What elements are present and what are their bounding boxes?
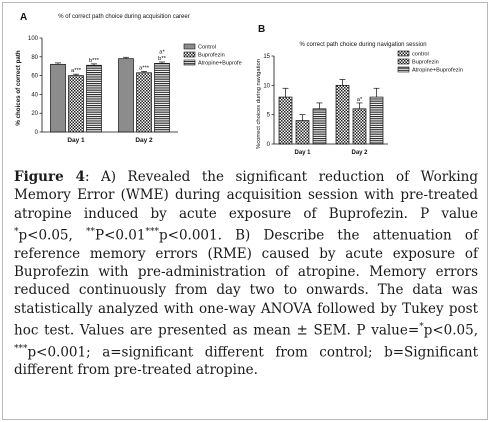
caption-text: p<0.001; a=significant different from co… bbox=[14, 344, 478, 379]
caption-text: p<0.05, bbox=[18, 227, 87, 244]
caption-text: p<0.001. B) Describe the attenuation of … bbox=[14, 227, 478, 339]
data-label: a* bbox=[357, 97, 363, 103]
legend-entry: Control bbox=[198, 45, 216, 51]
caption-sup: * bbox=[419, 321, 424, 332]
legend-swatch bbox=[183, 51, 196, 58]
caption-text: p<0.05, bbox=[423, 322, 478, 339]
caption-sup: *** bbox=[145, 226, 160, 237]
x-tick-label: Day 1 bbox=[67, 137, 85, 144]
y-tick-label: 15 bbox=[263, 54, 270, 60]
legend-entry: control bbox=[412, 52, 429, 58]
chart-title: % correct path choice during navigation … bbox=[299, 42, 426, 48]
legend-entry: Buprofezin bbox=[198, 53, 225, 59]
x-tick-label: Day 2 bbox=[351, 150, 368, 156]
data-label: b*** bbox=[89, 58, 100, 64]
legend: control Buprofezin Atropine+Buprofezin bbox=[397, 50, 463, 74]
y-tick-label: 10 bbox=[263, 83, 270, 89]
y-tick-label: 20 bbox=[31, 111, 38, 117]
y-tick-label: 60 bbox=[31, 74, 38, 80]
caption-sup: *** bbox=[14, 343, 28, 354]
bar bbox=[154, 63, 170, 133]
chart-b: B % correct path choice during navigatio… bbox=[256, 24, 463, 156]
caption-sup: * bbox=[14, 226, 19, 237]
figure-caption: Figure 4: A) Revealed the significant re… bbox=[14, 168, 478, 380]
bars: a* bbox=[278, 79, 384, 145]
legend-entry: Atropine+Buprofezin bbox=[412, 68, 463, 74]
x-tick-label: Day 1 bbox=[294, 150, 311, 156]
axes: 0 5 10 15 Day 1 Day 2 bbox=[263, 54, 388, 156]
y-tick-label: 40 bbox=[31, 92, 38, 98]
y-axis-label: % choices of correct path bbox=[15, 50, 22, 126]
y-tick-label: 80 bbox=[31, 55, 38, 61]
y-tick-label: 0 bbox=[35, 130, 39, 136]
legend-entry: Atropine+Buprofezin bbox=[198, 61, 242, 67]
data-label: b** bbox=[158, 56, 166, 62]
chart-title: % of correct path choice during acquisit… bbox=[58, 14, 189, 20]
data-label: a* bbox=[159, 49, 165, 55]
panel-label: A bbox=[20, 12, 27, 23]
caption-text: P<0.01 bbox=[95, 227, 146, 244]
panel-label: B bbox=[258, 24, 265, 35]
bar bbox=[295, 120, 310, 145]
bar bbox=[50, 63, 66, 133]
bar bbox=[86, 64, 102, 133]
y-axis-label: %correct choices during navigation bbox=[256, 59, 262, 149]
bar bbox=[312, 108, 327, 145]
caption-sup: ** bbox=[86, 226, 96, 237]
bar bbox=[352, 108, 367, 145]
legend-swatch bbox=[397, 50, 410, 57]
legend-entry: Buprofezin bbox=[412, 60, 439, 66]
legend-swatch bbox=[397, 58, 410, 65]
legend-swatch bbox=[397, 66, 410, 73]
caption-label: Figure 4 bbox=[14, 169, 85, 185]
x-tick-label: Day 2 bbox=[135, 137, 153, 144]
legend-swatch bbox=[183, 43, 196, 50]
y-tick-label: 0 bbox=[267, 142, 271, 148]
caption-text: : A) Revealed the significant reduction … bbox=[14, 169, 478, 222]
y-tick-label: 5 bbox=[267, 113, 271, 119]
bars: a*** b*** a*** a*b** bbox=[50, 49, 170, 133]
bar bbox=[136, 72, 152, 133]
chart-a: A % of correct path choice during acquis… bbox=[15, 12, 242, 144]
legend: Control Buprofezin Atropine+Buprofezin bbox=[183, 43, 242, 67]
data-label: a*** bbox=[139, 65, 150, 71]
bar bbox=[369, 96, 384, 145]
data-label: a*** bbox=[71, 68, 82, 74]
bar bbox=[278, 96, 293, 145]
bar bbox=[335, 84, 350, 145]
y-tick-label: 100 bbox=[28, 36, 39, 42]
bar bbox=[118, 58, 134, 133]
legend-swatch bbox=[183, 59, 196, 66]
bar bbox=[68, 75, 84, 133]
